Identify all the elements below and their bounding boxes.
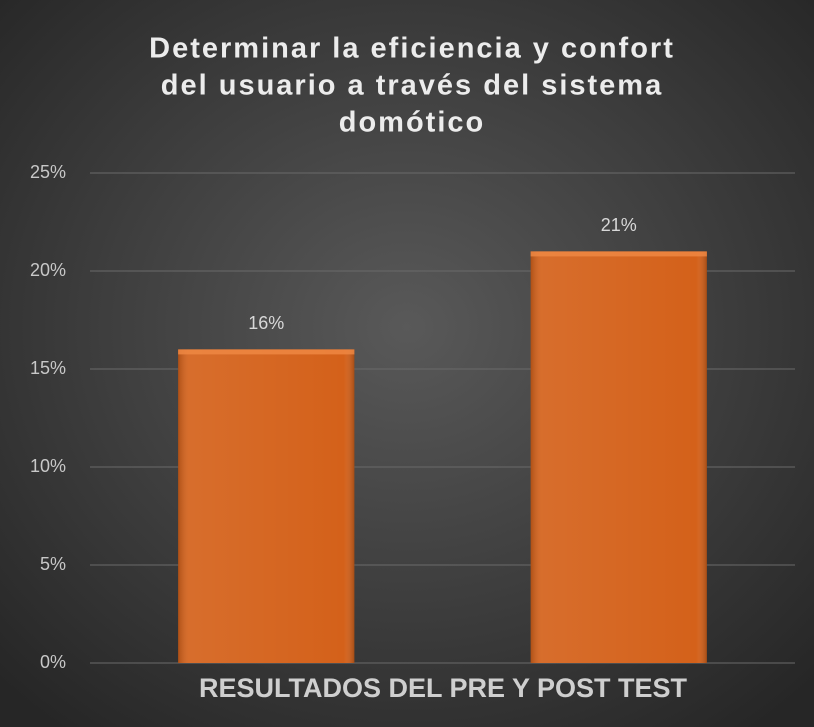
bar-highlight <box>178 349 355 355</box>
bar <box>530 251 707 663</box>
value-label: 21% <box>601 215 637 235</box>
chart-title: del usuario a través del sistema <box>161 70 663 102</box>
value-label: 16% <box>248 313 284 333</box>
y-tick-label: 25% <box>30 162 66 182</box>
bar-highlight <box>530 251 707 257</box>
chart-title: Determinar la eficiencia y confort <box>149 33 675 65</box>
y-tick-label: 10% <box>30 456 66 476</box>
y-tick-label: 20% <box>30 260 66 280</box>
bar <box>178 349 355 663</box>
y-tick-label: 0% <box>40 652 66 672</box>
x-axis-label: RESULTADOS DEL PRE Y POST TEST <box>199 673 688 703</box>
y-tick-label: 15% <box>30 358 66 378</box>
y-tick-label: 5% <box>40 554 66 574</box>
chart-title: domótico <box>339 107 486 139</box>
